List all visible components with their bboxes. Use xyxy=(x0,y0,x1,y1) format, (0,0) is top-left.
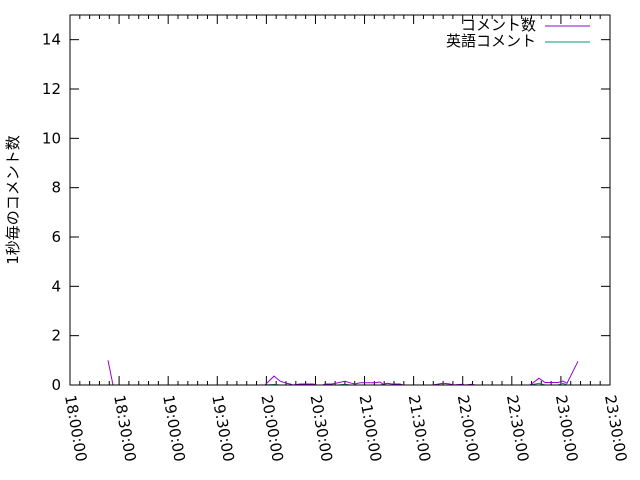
x-tick-label: 21:30:00 xyxy=(405,394,434,463)
x-tick-label: 20:30:00 xyxy=(307,394,336,463)
x-tick-label: 19:00:00 xyxy=(159,394,188,463)
legend: コメント数 英語コメント xyxy=(446,16,590,50)
y-tick-label: 8 xyxy=(51,179,61,197)
x-tick-label: 21:00:00 xyxy=(356,394,385,463)
plot-border xyxy=(69,14,611,386)
x-tick-label: 22:30:00 xyxy=(503,394,532,463)
y-tick-label: 10 xyxy=(42,129,61,147)
y-tick-label: 14 xyxy=(42,31,61,49)
x-tick-label: 18:00:00 xyxy=(61,394,90,463)
x-tick-label: 23:00:00 xyxy=(552,394,581,463)
axes: 0 2 4 6 8 10 12 14 18:00:00 18:30:00 19:00:00 19:30… xyxy=(42,15,630,463)
y-tick-label: 2 xyxy=(51,327,61,345)
y-axis-label: 1秒毎のコメント数 xyxy=(4,135,22,265)
legend-label-1: 英語コメント xyxy=(446,32,536,50)
x-tick-label: 19:30:00 xyxy=(208,394,237,463)
y-tick-label: 6 xyxy=(51,228,61,246)
x-tick-label: 18:30:00 xyxy=(110,394,139,463)
y-tick-label: 0 xyxy=(51,376,61,394)
x-tick-label: 20:00:00 xyxy=(257,394,286,463)
y-tick-label: 12 xyxy=(42,80,61,98)
legend-label-0: コメント数 xyxy=(461,16,536,34)
x-tick-label: 22:00:00 xyxy=(454,394,483,463)
y-tick-label: 4 xyxy=(51,277,61,295)
x-tick-label: 23:30:00 xyxy=(601,394,630,463)
